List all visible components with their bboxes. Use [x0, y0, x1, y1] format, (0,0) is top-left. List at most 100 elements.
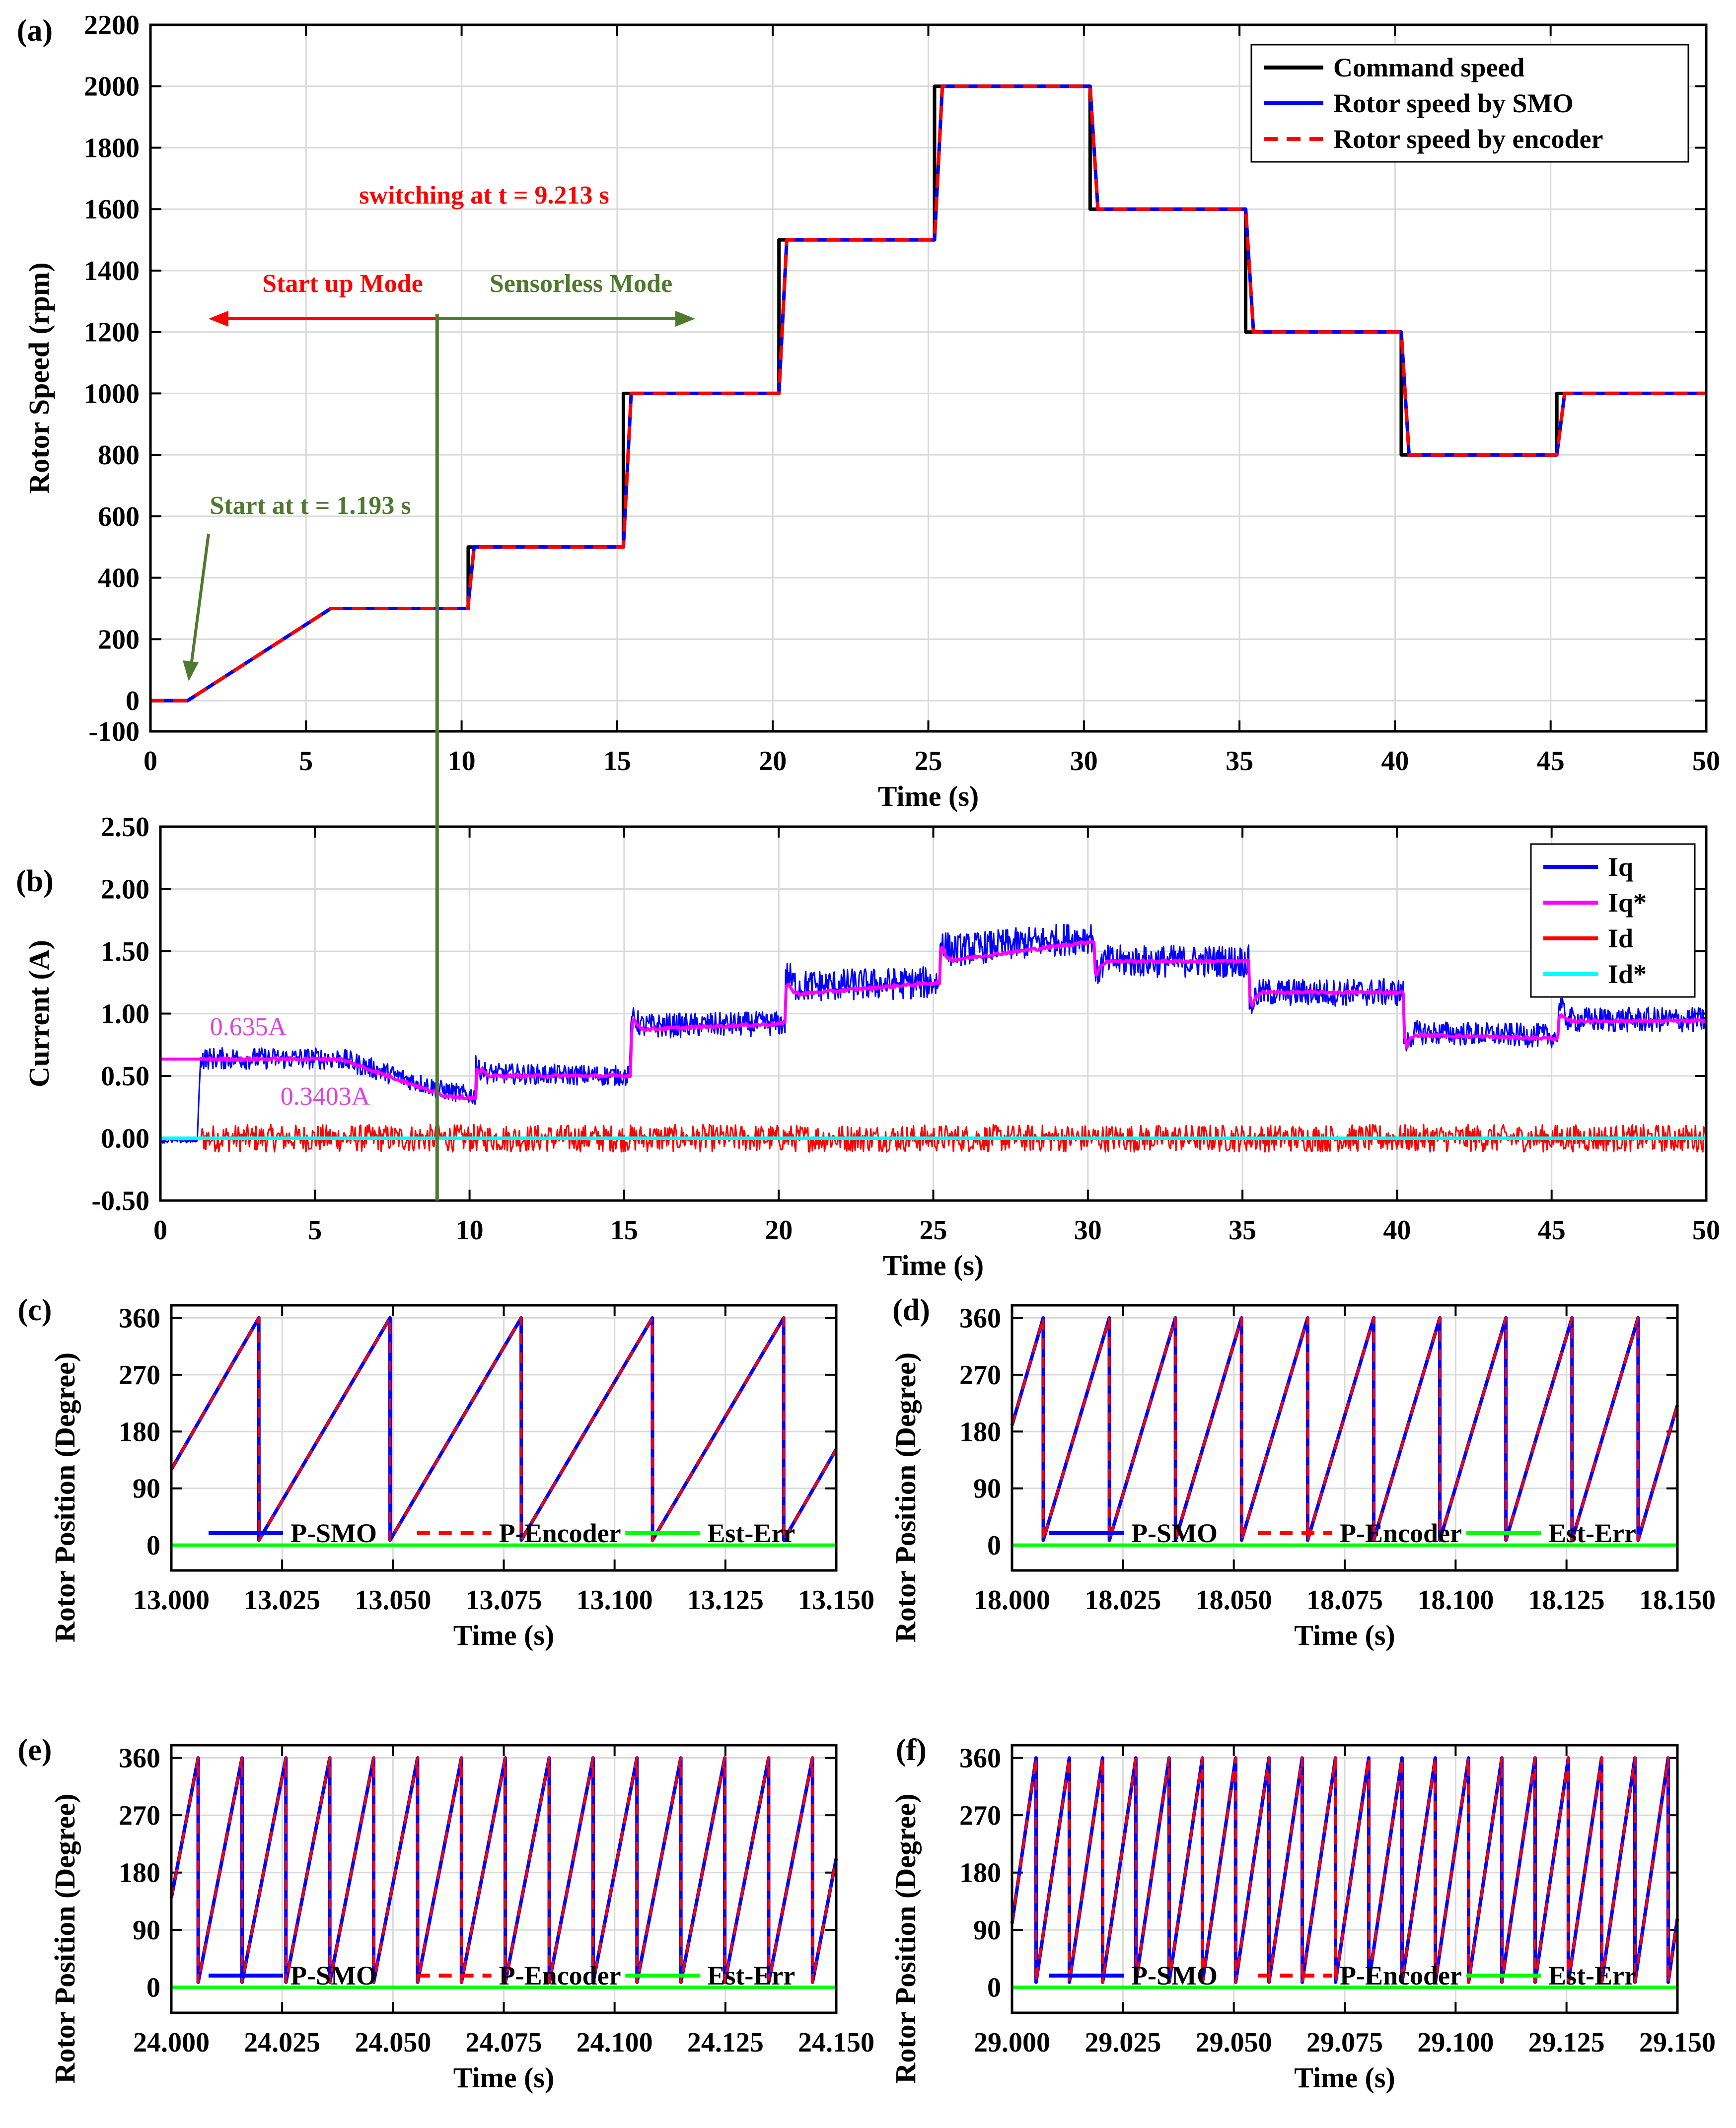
y-tick-label: 180 [119, 1858, 160, 1889]
series-p-encoder [1011, 1316, 1679, 1542]
y-tick-label: 360 [959, 1303, 1001, 1334]
y-tick-label: 600 [98, 501, 140, 532]
series-iq [159, 923, 1707, 1144]
x-tick-label: 20 [759, 746, 787, 777]
x-tick-label: 24.000 [133, 2027, 210, 2058]
x-tick-label: 29.000 [974, 2027, 1050, 2058]
y-tick-label: 0 [146, 1973, 160, 2003]
y-tick-label: 1600 [84, 194, 140, 225]
x-tick-label: 10 [456, 1215, 484, 1246]
panel-label: (d) [892, 1293, 930, 1327]
y-tick-label: 180 [959, 1417, 1001, 1447]
x-axis-label: Time (s) [1294, 1619, 1395, 1651]
x-tick-label: 0 [153, 1215, 167, 1246]
axes-frame [170, 1744, 838, 2014]
annotation-sensorless-mode: Sensorless Mode [490, 270, 672, 298]
x-tick-label: 25 [920, 1215, 947, 1246]
legend-entry: P-Encoder [499, 1961, 621, 1990]
y-tick-label: 0 [987, 1530, 1001, 1561]
legend-entry: Command speed [1333, 53, 1525, 82]
y-tick-label: 0.00 [101, 1124, 149, 1154]
y-axis-label: Rotor Position (Degree) [49, 1352, 81, 1642]
legend-entry: Est-Err [707, 1518, 795, 1548]
series-rotor-speed-encoder [150, 84, 1706, 703]
legend-entry: Id [1608, 923, 1633, 953]
y-tick-label: 1200 [84, 317, 140, 348]
annotation-switching: switching at t = 9.213 s [359, 181, 609, 210]
y-tick-label: 1800 [84, 133, 140, 163]
y-axis-label: Rotor Speed (rpm) [23, 262, 55, 494]
y-tick-label: 1.50 [101, 936, 149, 967]
series-p-encoder [170, 1757, 838, 1984]
x-axis-label: Time (s) [453, 2061, 555, 2094]
y-tick-label: 270 [959, 1360, 1001, 1391]
y-tick-label: 0 [146, 1530, 160, 1561]
x-tick-label: 30 [1070, 746, 1098, 777]
y-tick-label: 90 [973, 1474, 1001, 1504]
panel-c: 13.000 13.025 13.050 13.075 13.100 13.125 13.1… [18, 1293, 874, 1651]
x-tick-label: 45 [1538, 1215, 1566, 1246]
y-tick-label: 2.00 [101, 874, 149, 905]
axes-frame [149, 23, 1708, 733]
x-tick-label: 30 [1074, 1215, 1102, 1246]
y-tick-label: 1400 [84, 256, 140, 286]
panel-label: (c) [18, 1293, 52, 1327]
annotation-iq-switch: 0.3403A [281, 1082, 370, 1111]
x-tick-label: 50 [1692, 1215, 1720, 1246]
x-tick-label: 24.100 [577, 2027, 653, 2058]
y-tick-label: 2200 [84, 10, 140, 41]
x-tick-label: 24.125 [687, 2027, 764, 2058]
x-tick-label: 18.075 [1306, 1585, 1383, 1616]
panel-label: (e) [18, 1733, 52, 1767]
y-tick-label: 90 [133, 1474, 160, 1504]
panel-label: (b) [16, 864, 54, 898]
annotation-startup-mode: Start up Mode [262, 270, 423, 298]
x-tick-label: 13.050 [355, 1585, 431, 1616]
x-tick-label: 29.050 [1196, 2027, 1272, 2058]
x-axis-label: Time (s) [453, 1619, 555, 1651]
y-tick-label: 2000 [84, 71, 140, 102]
x-tick-label: 18.150 [1639, 1585, 1716, 1616]
y-tick-label: -0.50 [91, 1186, 149, 1216]
series-p-encoder [1011, 1757, 1679, 1984]
startup-arrowhead [209, 311, 228, 327]
panel-b: 0 5 10 15 20 25 30 35 40 45 50 -0.50 0.00 0.50 1.00 1.5… [16, 812, 1720, 1281]
x-tick-label: 13.025 [244, 1585, 320, 1616]
x-tick-label: 18.125 [1528, 1585, 1605, 1616]
x-tick-label: 18.050 [1196, 1585, 1272, 1616]
x-tick-label: 18.000 [974, 1585, 1050, 1616]
legend-box [1250, 44, 1689, 163]
panel-a: 0 5 10 15 20 25 30 35 40 45 50 -1000 200 400 600 800 100… [17, 10, 1720, 812]
legend-entry: P-SMO [1131, 1961, 1218, 1990]
panel-d: 18.000 18.025 18.050 18.075 18.100 18.125 18.1… [889, 1293, 1716, 1651]
chart-root: 0 5 10 15 20 25 30 35 40 45 50-1000200400600800100… [16, 10, 1720, 2094]
legend-entry: P-SMO [1131, 1518, 1218, 1548]
legend-entry: Rotor speed by encoder [1333, 124, 1603, 154]
legend-entry: P-Encoder [1340, 1518, 1462, 1548]
y-tick-label: 90 [133, 1915, 160, 1946]
x-tick-label: 24.150 [798, 2027, 874, 2058]
axes-frame [170, 1304, 838, 1572]
x-axis-label: Time (s) [1294, 2061, 1395, 2094]
axes-frame [1011, 1744, 1679, 2014]
y-tick-label: 200 [98, 624, 140, 655]
x-tick-label: 40 [1383, 1215, 1411, 1246]
series-id [160, 1124, 1707, 1153]
y-tick-label: 0.50 [101, 1061, 149, 1092]
y-tick-label: 270 [959, 1800, 1001, 1831]
y-tick-label: 800 [98, 440, 140, 471]
x-tick-label: 29.075 [1306, 2027, 1383, 2058]
y-tick-label: 360 [119, 1743, 160, 1774]
x-tick-label: 29.125 [1528, 2027, 1605, 2058]
x-tick-label: 24.075 [466, 2027, 542, 2058]
legend-entry: Rotor speed by SMO [1333, 88, 1574, 118]
legend-entry: P-SMO [290, 1961, 377, 1990]
x-tick-label: 29.150 [1639, 2027, 1716, 2058]
legend-entry: P-Encoder [499, 1518, 621, 1548]
y-tick-label: 270 [119, 1800, 160, 1831]
x-tick-label: 0 [144, 746, 157, 777]
y-tick-label: 360 [959, 1743, 1001, 1774]
start-arrowhead [183, 660, 199, 681]
panel-label: (a) [17, 14, 53, 48]
